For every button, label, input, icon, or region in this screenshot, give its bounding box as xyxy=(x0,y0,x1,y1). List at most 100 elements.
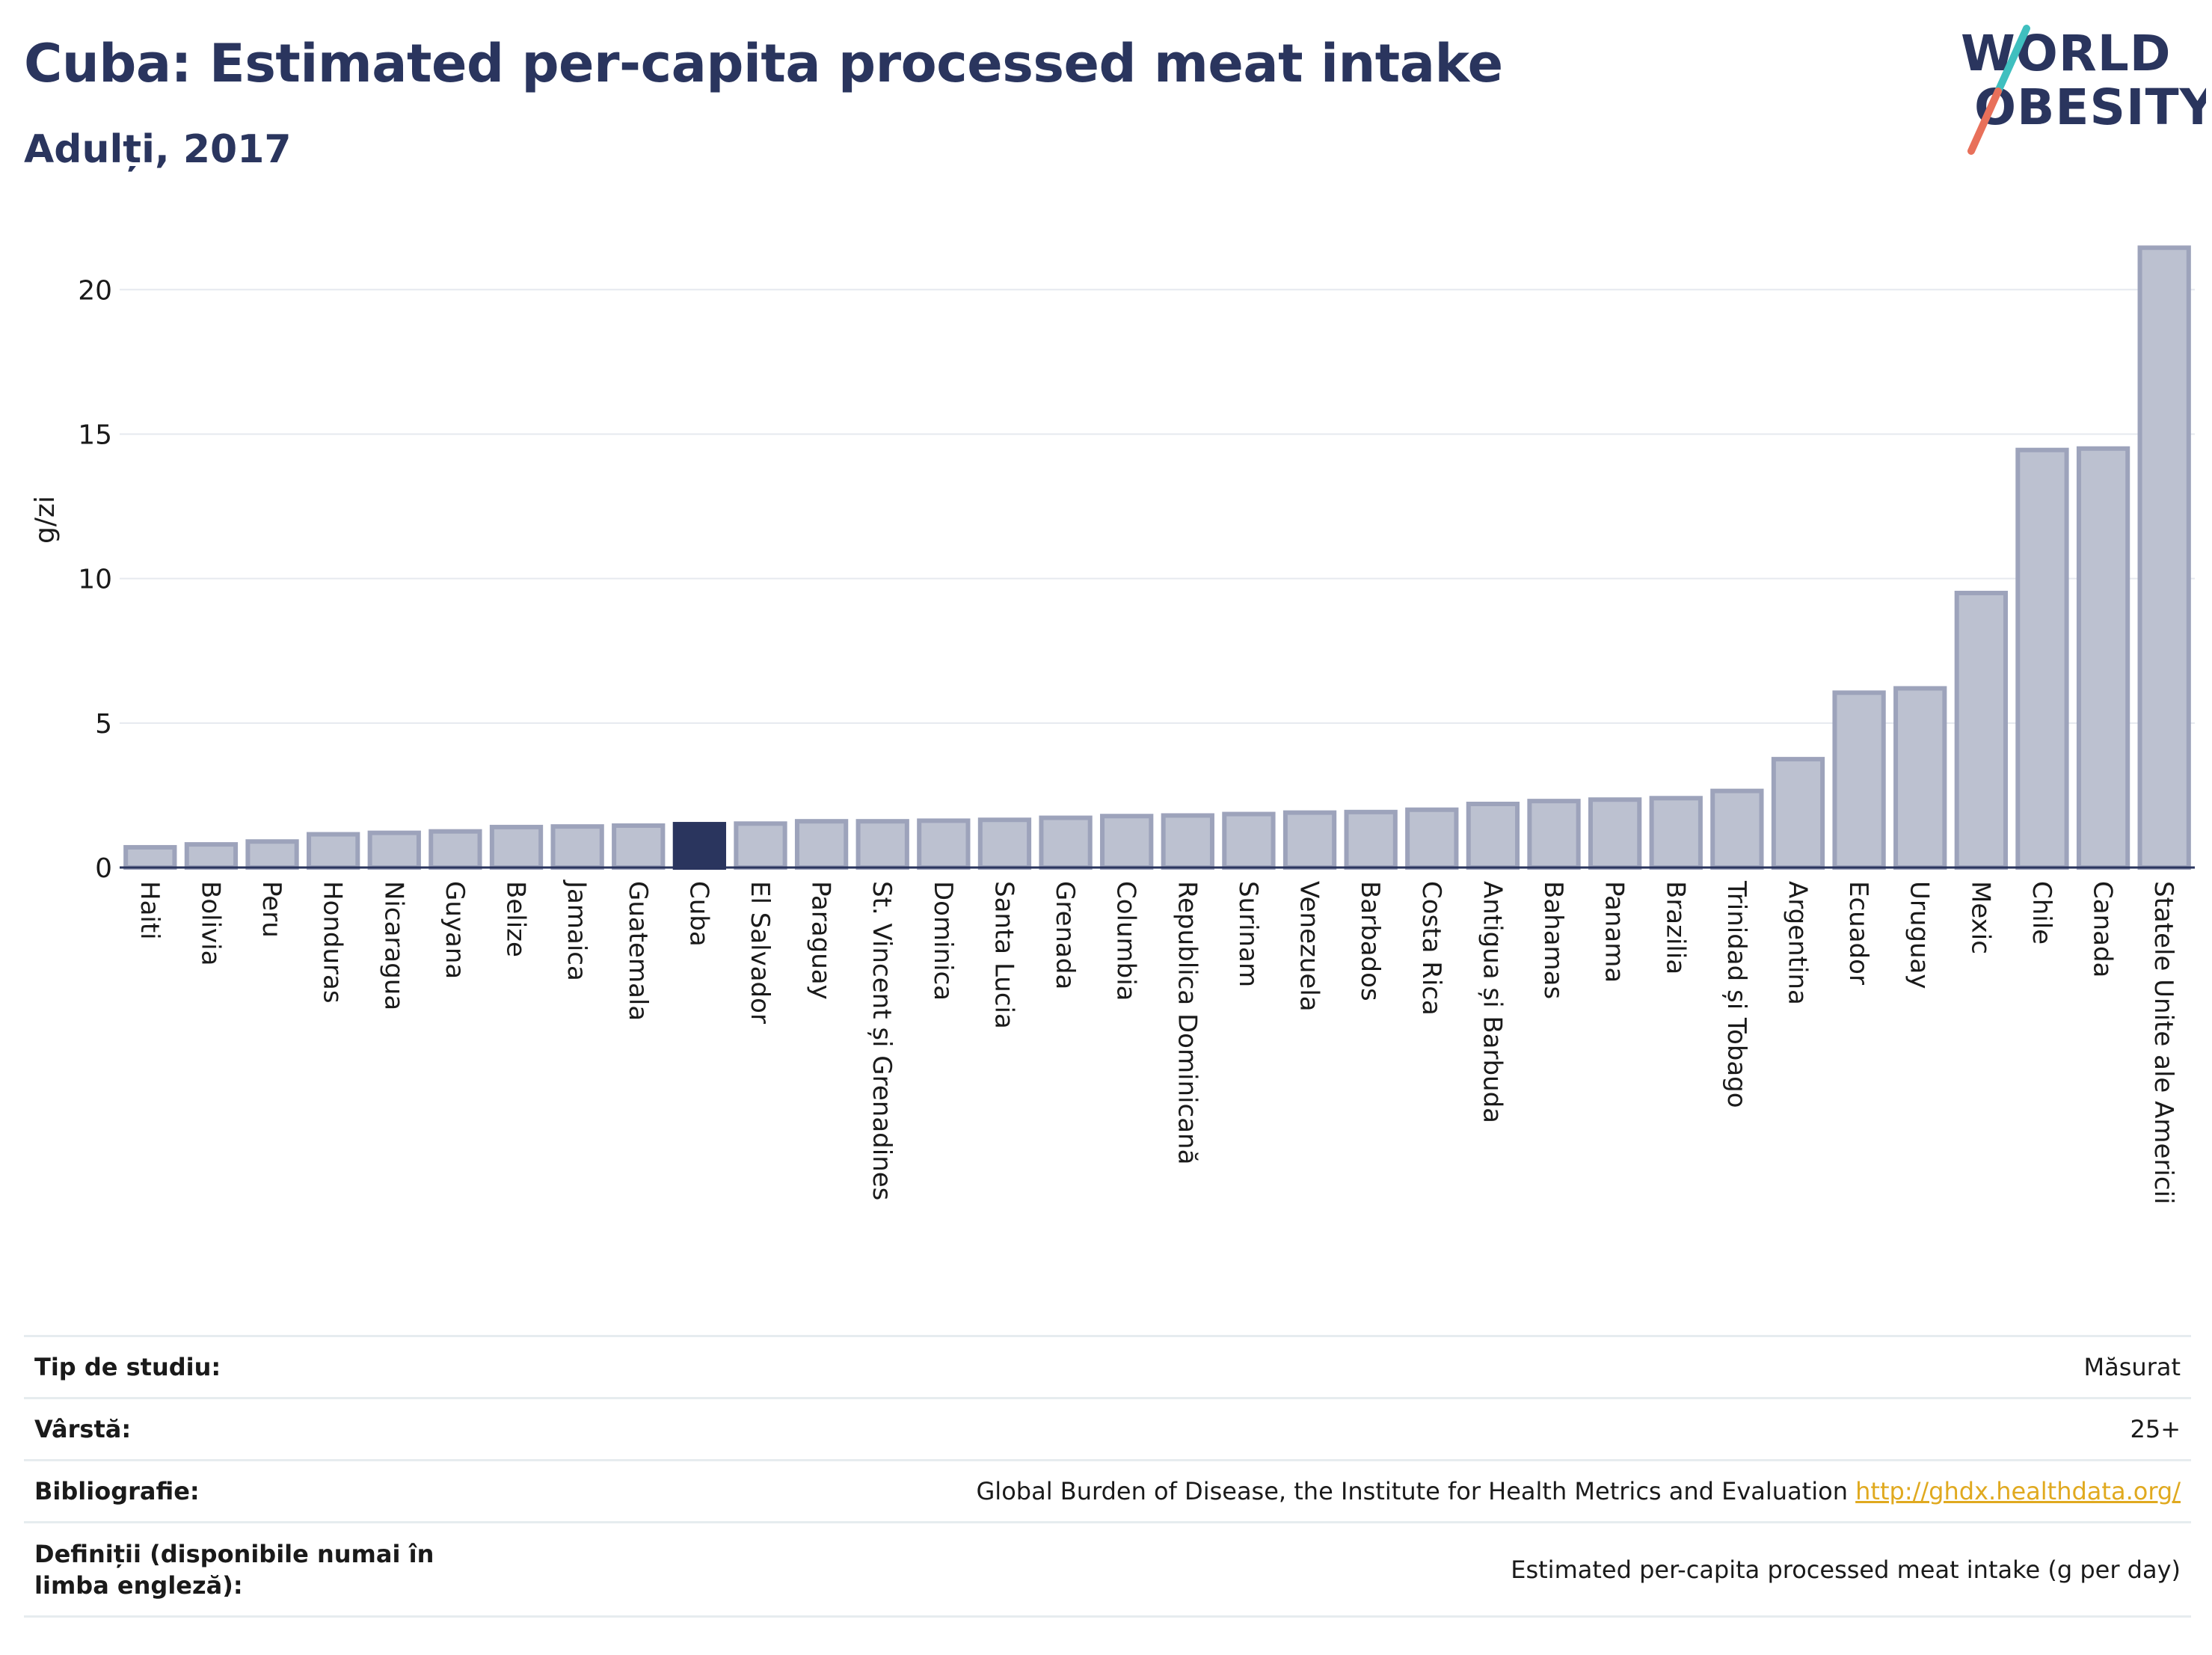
bar xyxy=(307,832,360,870)
x-tick-label: Haiti xyxy=(135,881,165,940)
x-tick-label: Nicaragua xyxy=(378,881,408,1010)
bar-highlight xyxy=(672,822,727,871)
x-tick-label: Belize xyxy=(501,881,531,957)
bar-chart: 0 5 10 15 20 Haiti Bolivia Peru Honduras Nicarag… xyxy=(30,245,2195,1204)
x-tick-label: St. Vincent și Grenadines xyxy=(867,881,897,1200)
bar xyxy=(1344,809,1398,870)
info-value: Estimated per-capita processed meat inta… xyxy=(509,1521,2191,1618)
logo-slash-teal xyxy=(1994,25,2030,95)
x-tick-label: Canada xyxy=(2088,881,2118,977)
bar xyxy=(1954,590,2008,870)
source-link[interactable]: http://ghdx.healthdata.org/ xyxy=(1855,1477,2181,1505)
x-tick-label: Trinidad și Tobago xyxy=(1721,880,1751,1108)
y-tick-label: 10 xyxy=(78,565,112,595)
bars xyxy=(123,245,2191,871)
x-tick-label: Brazilia xyxy=(1660,881,1690,974)
bar xyxy=(2137,245,2191,870)
grid-lines xyxy=(120,289,2195,724)
bar xyxy=(367,830,421,870)
x-tick-label: Bolivia xyxy=(195,881,225,965)
x-tick-label: Honduras xyxy=(318,881,348,1004)
x-tick-label: Paraguay xyxy=(806,881,836,1000)
bar xyxy=(489,824,544,871)
y-tick-label: 5 xyxy=(95,709,112,740)
info-row-definitions: Definiții (disponibile numai în limba en… xyxy=(24,1521,2191,1618)
bar xyxy=(245,839,299,871)
info-table: Tip de studiu: Măsurat Vârstă: 25+ Bibli… xyxy=(24,1335,2191,1618)
x-tick-label: Grenada xyxy=(1050,881,1080,989)
bar xyxy=(855,819,909,871)
info-value: Măsurat xyxy=(509,1335,2191,1398)
bar xyxy=(1039,815,1093,871)
bar xyxy=(612,823,666,871)
bar xyxy=(977,817,1032,870)
x-tick-label: Argentina xyxy=(1782,881,1812,1005)
bar xyxy=(1893,686,1947,870)
x-tick-label: Republica Dominicană xyxy=(1172,881,1202,1164)
x-tick-label: Santa Lucia xyxy=(989,881,1019,1029)
x-tick-label: Surinam xyxy=(1233,881,1263,987)
x-tick-label: Barbados xyxy=(1355,881,1385,1001)
bar xyxy=(428,829,482,870)
x-tick-label: Cuba xyxy=(683,881,713,947)
y-tick-label: 20 xyxy=(78,275,112,306)
x-tick-label: Jamaica xyxy=(562,879,592,981)
bar xyxy=(1222,811,1276,870)
info-key: Definiții (disponibile numai în limba en… xyxy=(24,1521,509,1618)
info-row-age: Vârstă: 25+ xyxy=(24,1397,2191,1461)
info-value: Global Burden of Disease, the Institute … xyxy=(976,1477,1848,1505)
bar xyxy=(1649,796,1703,870)
x-tick-label: Antigua și Barbuda xyxy=(1477,881,1507,1123)
chart-subtitle: Adulți, 2017 xyxy=(24,127,292,172)
bar xyxy=(794,819,849,871)
info-value: 25+ xyxy=(509,1397,2191,1461)
x-tick-label: Statele Unite ale Americii xyxy=(2148,881,2178,1204)
bar xyxy=(2015,447,2069,871)
x-tick-label: El Salvador xyxy=(745,881,775,1024)
x-tick-label: Costa Rica xyxy=(1416,881,1446,1016)
x-tick-label: Guyana xyxy=(440,881,470,979)
x-tick-label: Uruguay xyxy=(1905,881,1935,989)
bar xyxy=(1832,690,1886,870)
x-tick-label: Bahamas xyxy=(1538,881,1568,999)
y-axis-ticks: 0 5 10 15 20 xyxy=(78,275,112,884)
bar xyxy=(1405,807,1459,871)
x-tick-label: Mexic xyxy=(1965,881,1995,954)
bar xyxy=(1527,799,1581,870)
y-tick-label: 15 xyxy=(78,420,112,450)
x-tick-label: Panama xyxy=(1600,881,1629,983)
bar xyxy=(1100,814,1154,871)
bar xyxy=(184,842,239,870)
x-tick-label: Guatemala xyxy=(623,881,653,1021)
bar xyxy=(917,818,971,871)
info-row-study-type: Tip de studiu: Măsurat xyxy=(24,1335,2191,1398)
info-key: Tip de studiu: xyxy=(24,1335,509,1398)
x-tick-label: Chile xyxy=(2027,881,2056,945)
chart-title: Cuba: Estimated per-capita processed mea… xyxy=(24,33,1503,94)
x-tick-label: Columbia xyxy=(1111,881,1141,1001)
y-tick-label: 0 xyxy=(95,853,112,884)
bar xyxy=(1161,813,1214,870)
info-key: Bibliografie: xyxy=(24,1459,509,1523)
x-tick-label: Venezuela xyxy=(1294,881,1324,1012)
bar xyxy=(734,821,787,870)
bar xyxy=(1588,797,1642,870)
bar xyxy=(550,824,604,870)
bar xyxy=(1466,802,1520,870)
y-axis-label: g/zi xyxy=(30,496,61,544)
x-axis-labels: Haiti Bolivia Peru Honduras Nicaragua Guyana B… xyxy=(135,879,2178,1204)
x-tick-label: Dominica xyxy=(928,881,958,1001)
logo-line1: WORLD xyxy=(1961,25,2172,82)
x-tick-label: Peru xyxy=(256,881,286,938)
bar xyxy=(1771,757,1825,871)
x-tick-label: Ecuador xyxy=(1843,881,1873,985)
info-key: Vârstă: xyxy=(24,1397,509,1461)
bar xyxy=(123,844,177,870)
info-value-cell: Global Burden of Disease, the Institute … xyxy=(509,1459,2191,1523)
logo-line2: OBESITY xyxy=(1974,79,2206,136)
logo-slash-coral xyxy=(1967,87,2002,155)
bar xyxy=(1282,810,1337,870)
info-row-bibliography: Bibliografie: Global Burden of Disease, … xyxy=(24,1459,2191,1523)
world-obesity-logo: WORLD OBESITY xyxy=(1961,25,2206,155)
bar xyxy=(2076,446,2130,871)
